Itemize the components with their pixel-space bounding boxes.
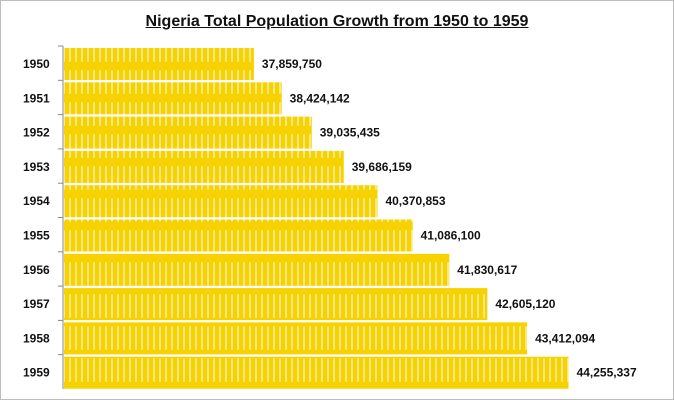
data-label: 39,035,435 — [320, 126, 380, 140]
data-label: 40,370,853 — [385, 194, 445, 208]
bar-1952 — [64, 116, 312, 149]
data-label: 39,686,159 — [352, 160, 412, 174]
data-label: 41,830,617 — [457, 263, 517, 277]
data-label: 41,086,100 — [421, 229, 481, 243]
bar-1955 — [64, 219, 413, 252]
y-tick-label: 1954 — [23, 194, 50, 208]
chart-title-text: Nigeria Total Population Growth from 195… — [145, 13, 529, 30]
data-label: 44,255,337 — [577, 366, 637, 380]
data-label: 38,424,142 — [290, 91, 350, 105]
bar-1951 — [64, 82, 282, 115]
y-tick-label: 1957 — [23, 297, 50, 311]
bar-1953 — [64, 150, 344, 183]
y-tick-label: 1953 — [23, 160, 50, 174]
bar-1959 — [64, 356, 569, 389]
bar-1958 — [64, 322, 528, 355]
data-label: 37,859,750 — [262, 57, 322, 71]
y-tick-label: 1959 — [23, 366, 50, 380]
bar-1956 — [64, 253, 450, 286]
y-tick-label: 1951 — [23, 91, 50, 105]
chart-title: Nigeria Total Population Growth from 195… — [1, 13, 673, 31]
y-tick-label: 1952 — [23, 126, 50, 140]
bar-1954 — [64, 185, 378, 218]
bar-1957 — [64, 288, 488, 321]
data-label: 42,605,120 — [495, 297, 555, 311]
y-tick-label: 1950 — [23, 57, 50, 71]
data-label: 43,412,094 — [535, 331, 595, 345]
y-tick-label: 1956 — [23, 263, 50, 277]
y-tick-label: 1955 — [23, 229, 50, 243]
y-tick-label: 1958 — [23, 331, 50, 345]
bar-1950 — [64, 48, 254, 80]
